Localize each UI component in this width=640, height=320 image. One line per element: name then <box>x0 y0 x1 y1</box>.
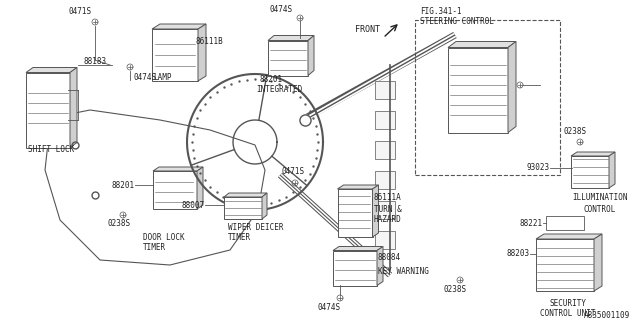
Text: 0474S: 0474S <box>270 4 293 13</box>
Polygon shape <box>536 234 602 239</box>
Polygon shape <box>70 68 77 148</box>
Bar <box>375 231 395 249</box>
Text: 86111A: 86111A <box>374 194 402 203</box>
Polygon shape <box>609 152 615 188</box>
Bar <box>26 73 70 148</box>
Polygon shape <box>594 234 602 291</box>
Bar <box>224 197 262 219</box>
Polygon shape <box>268 36 314 41</box>
Text: A835001109: A835001109 <box>584 310 630 319</box>
Bar <box>333 251 377 285</box>
Polygon shape <box>333 246 383 251</box>
Polygon shape <box>571 152 615 156</box>
Text: TIMER: TIMER <box>228 234 251 243</box>
Text: FIG.341-1: FIG.341-1 <box>420 7 461 17</box>
Text: STEERING CONTROL: STEERING CONTROL <box>420 18 494 27</box>
Text: 0474S: 0474S <box>318 302 341 311</box>
Text: KEY WARNING: KEY WARNING <box>378 268 429 276</box>
Text: INTEGRATED: INTEGRATED <box>256 85 302 94</box>
Text: CONTROL UNIT: CONTROL UNIT <box>540 308 596 317</box>
Bar <box>337 189 372 237</box>
Bar <box>152 29 198 81</box>
Text: 0238S: 0238S <box>108 219 131 228</box>
Text: 93023: 93023 <box>527 164 550 172</box>
Polygon shape <box>262 193 267 219</box>
Text: FRONT: FRONT <box>355 26 380 35</box>
Polygon shape <box>198 24 206 81</box>
Bar <box>268 41 308 76</box>
Bar <box>415 20 560 175</box>
Text: SHIFT LOCK: SHIFT LOCK <box>28 146 74 155</box>
Polygon shape <box>372 185 378 237</box>
Text: 88203: 88203 <box>507 250 530 259</box>
Text: 0474S: 0474S <box>133 73 156 82</box>
Text: 88201: 88201 <box>112 180 135 189</box>
Polygon shape <box>308 36 314 76</box>
Text: DOOR LOCK: DOOR LOCK <box>143 233 184 242</box>
Text: 86111B: 86111B <box>195 37 223 46</box>
Bar <box>546 216 584 230</box>
Text: SECURITY: SECURITY <box>550 299 586 308</box>
Text: 0238S: 0238S <box>563 127 586 137</box>
Text: LAMP: LAMP <box>154 73 172 82</box>
Text: TIMER: TIMER <box>143 243 166 252</box>
Polygon shape <box>152 24 206 29</box>
Polygon shape <box>448 42 516 47</box>
Bar <box>375 171 395 189</box>
Bar <box>375 141 395 159</box>
Polygon shape <box>224 193 267 197</box>
Text: HAZARD: HAZARD <box>374 215 402 225</box>
Text: 88183: 88183 <box>84 58 107 67</box>
Text: CONTROL: CONTROL <box>584 204 616 213</box>
Polygon shape <box>337 185 378 189</box>
Text: TURN &: TURN & <box>374 205 402 214</box>
Polygon shape <box>197 167 203 209</box>
Bar <box>375 81 395 99</box>
Polygon shape <box>508 42 516 132</box>
Polygon shape <box>153 167 203 171</box>
Bar <box>448 47 508 132</box>
Bar <box>153 171 197 209</box>
Polygon shape <box>26 68 77 73</box>
Text: 88221: 88221 <box>520 219 543 228</box>
Bar <box>536 239 594 291</box>
Text: 88201: 88201 <box>260 76 283 84</box>
Bar <box>375 201 395 219</box>
Bar <box>571 156 609 188</box>
Text: WIPER DEICER: WIPER DEICER <box>228 223 284 233</box>
Text: 0471S: 0471S <box>68 7 92 17</box>
Text: 88084: 88084 <box>378 252 401 261</box>
Text: 88007: 88007 <box>182 201 205 210</box>
Text: 0471S: 0471S <box>281 167 304 177</box>
Polygon shape <box>377 246 383 285</box>
Bar <box>375 111 395 129</box>
Text: ILLUMINATION: ILLUMINATION <box>572 194 628 203</box>
Text: 0238S: 0238S <box>443 284 466 293</box>
